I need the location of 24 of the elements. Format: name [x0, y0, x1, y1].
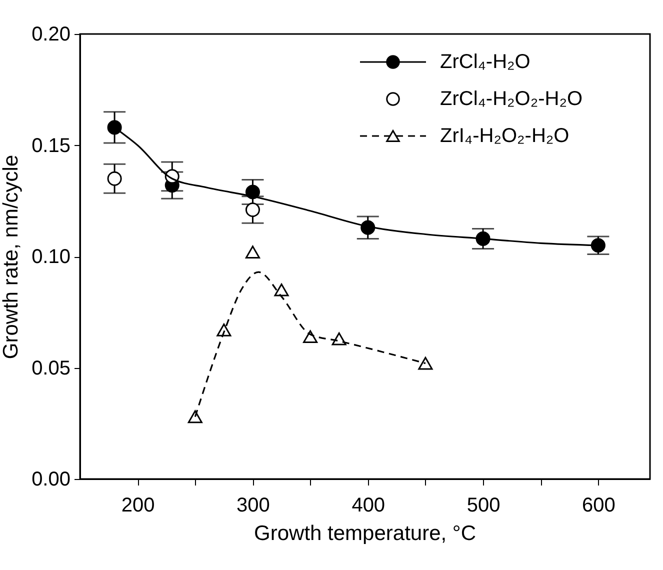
legend-label: ZrI₄-H₂O₂-H₂O: [440, 125, 570, 147]
y-tick-label: 0.15: [32, 134, 70, 157]
point: [245, 202, 260, 218]
point: [274, 283, 289, 296]
point: [107, 171, 122, 186]
y-tick-label: 0.10: [32, 246, 70, 268]
legend-label: ZrCl₄-H₂O₂-H₂O: [440, 88, 583, 110]
x-tick-label: 200: [121, 494, 155, 516]
x-tick-label: 500: [466, 494, 500, 516]
point: [188, 410, 202, 424]
y-tick-label: 0.05: [32, 357, 70, 380]
x-tick-label: 600: [582, 494, 616, 516]
point: [418, 356, 433, 370]
legend-label: ZrCl₄-H₂O: [440, 51, 530, 73]
y-tick-label: 0.20: [32, 24, 70, 46]
x-axis-title: Growth temperature, °C: [254, 522, 476, 545]
point: [590, 238, 606, 253]
x-tick-label: 400: [352, 494, 386, 516]
y-axis-title: Growth rate, nm/cycle: [0, 154, 23, 360]
point: [107, 120, 122, 135]
y-tick-label: 0.00: [32, 468, 70, 490]
point: [303, 330, 318, 343]
point: [245, 246, 260, 258]
x-tick-label: 300: [236, 494, 270, 516]
